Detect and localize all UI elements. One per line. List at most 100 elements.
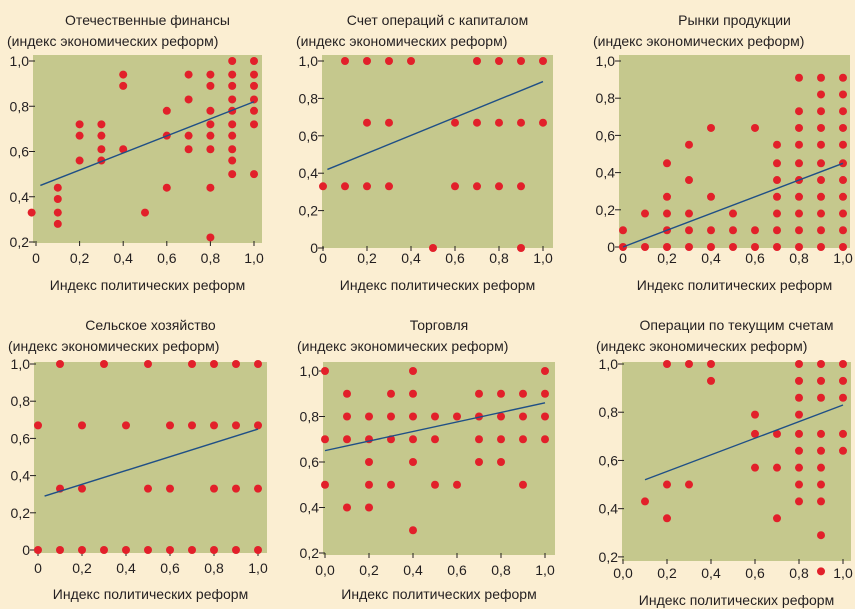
y-tick-label: 1,0 [11,356,31,372]
data-point [56,360,64,368]
data-point [429,244,437,252]
data-point [839,243,847,251]
data-point [184,70,193,79]
y-tick-label: 0 [310,240,318,256]
data-point [53,195,62,204]
data-point [795,480,803,489]
data-point [641,243,649,251]
y-tick-label: 0,2 [599,549,619,565]
x-tick-label: 0,6 [157,250,177,266]
data-point [431,480,439,489]
x-axis-label: Индекс политических реформ [50,277,245,293]
y-tick-label: 0,2 [596,202,616,218]
y-tick-label: 0,2 [11,505,31,521]
data-point [387,389,395,398]
data-point [817,393,825,402]
y-tick-label: 0,6 [11,430,31,446]
data-point [685,226,693,235]
data-point [210,546,218,554]
data-point [517,57,525,65]
y-axis-label: (индекс экономических реформ) [593,33,804,49]
data-point [475,389,483,398]
x-tick-label: 0,2 [72,560,92,576]
data-point [56,546,64,554]
data-point [729,226,737,235]
data-point [729,209,737,218]
data-point [641,497,649,506]
data-point [685,243,693,251]
data-point [206,120,215,129]
data-point [453,480,461,489]
data-point [431,412,439,421]
data-point [663,243,671,251]
plot-area [323,362,555,555]
y-tick-label: 1,0 [599,356,619,372]
x-tick-label: 0 [32,250,40,266]
x-tick-label: 0,6 [745,250,765,266]
data-point [409,412,417,421]
data-point [707,226,715,235]
y-tick-label: 0,4 [300,500,320,516]
data-point [795,107,803,116]
x-tick-label: 0 [34,560,42,576]
data-point [250,81,258,90]
data-point [475,458,483,466]
data-point [795,209,803,218]
y-tick-label: 0,6 [10,144,30,160]
data-point [475,435,483,444]
data-point [839,360,847,368]
y-tick-label: 0,2 [299,203,319,219]
y-tick-label: 0,8 [299,90,319,106]
data-point [839,376,847,385]
x-axis-label: Индекс политических реформ [341,586,536,602]
data-point [228,70,237,79]
data-point [451,118,459,127]
data-point [795,463,803,472]
y-tick-label: 0,6 [300,454,320,470]
data-point [795,410,803,419]
data-point [451,182,459,191]
plot-area [322,55,553,248]
data-point [839,429,847,438]
data-point [539,57,547,65]
y-tick-label: 0,6 [599,452,619,468]
data-point [341,182,349,191]
data-point [321,367,329,375]
x-tick-label: 0,4 [401,250,421,266]
data-point [773,226,781,235]
data-point [188,360,196,368]
y-tick-label: 0,4 [299,165,319,181]
data-point [817,243,825,251]
data-point [663,514,671,523]
data-point [206,233,215,242]
data-point [707,376,715,385]
data-point [839,393,847,402]
data-point [817,209,825,218]
data-point [250,57,258,65]
trend-line [644,404,844,481]
data-point [729,243,737,251]
data-point [409,367,417,375]
data-point [122,421,130,430]
data-point [210,484,218,493]
x-tick-label: 0,8 [201,250,221,266]
data-point [663,159,671,168]
data-point [365,503,373,512]
data-point [751,123,759,132]
y-tick-label: 0,4 [596,165,616,181]
y-tick-label: 1,0 [596,53,616,69]
data-point [839,73,847,82]
data-point [409,458,417,466]
data-point [541,412,549,421]
data-point [751,463,759,472]
data-point [795,376,803,385]
data-point [409,389,417,398]
data-point [707,192,715,201]
data-point [162,106,171,115]
data-point [228,57,237,65]
data-point [495,118,503,127]
y-tick-label: 0,8 [599,404,619,420]
data-point [34,546,42,554]
data-point [817,480,825,489]
y-tick-label: 0,6 [299,128,319,144]
